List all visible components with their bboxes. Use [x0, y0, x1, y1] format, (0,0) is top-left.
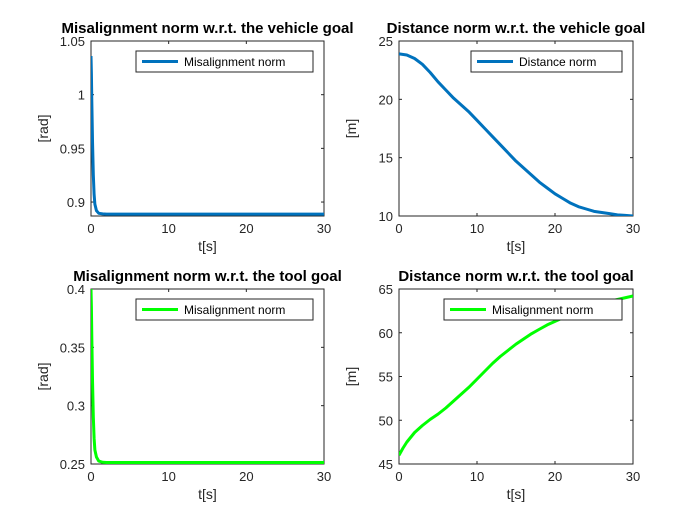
x-tick-label: 20 [548, 469, 562, 484]
y-axis-label: [m] [343, 119, 359, 138]
legend: Distance norm [470, 50, 623, 73]
y-tick-label: 0.35 [60, 340, 85, 355]
legend-entry: Misalignment norm [184, 55, 285, 69]
y-tick-label: 50 [379, 413, 393, 428]
chart-title: Misalignment norm w.r.t. the vehicle goa… [61, 20, 353, 37]
chart-title: Distance norm w.r.t. the vehicle goal [387, 20, 646, 37]
legend-box [443, 298, 623, 321]
y-tick-label: 10 [379, 209, 393, 224]
series-line [91, 55, 324, 216]
x-axis-label: t[s] [507, 238, 526, 254]
y-tick-label: 0.3 [67, 399, 85, 414]
y-tick-label: 0.4 [67, 282, 85, 297]
x-tick-label: 10 [161, 221, 175, 236]
x-tick-label: 20 [548, 221, 562, 236]
x-axis-label: t[s] [507, 486, 526, 502]
y-tick-label: 20 [379, 92, 393, 107]
y-axis-label: [rad] [35, 362, 51, 390]
y-tick-label: 15 [379, 151, 393, 166]
series-line [91, 289, 324, 464]
y-tick-label: 0.95 [60, 141, 85, 156]
legend: Misalignment norm [135, 298, 314, 321]
subplot-4: 0 10 20 30 45 50 55 60 65 Distance norm w.r.t. th… [343, 268, 640, 502]
y-tick-label: 60 [379, 326, 393, 341]
x-tick-label: 10 [161, 469, 175, 484]
legend-entry: Misalignment norm [492, 303, 593, 317]
x-tick-label: 0 [395, 221, 402, 236]
x-tick-label: 30 [317, 221, 331, 236]
legend-box [135, 50, 314, 73]
y-tick-label: 0.9 [67, 195, 85, 210]
chart-title: Misalignment norm w.r.t. the tool goal [73, 268, 342, 285]
x-tick-label: 30 [626, 221, 640, 236]
series-line [399, 52, 633, 216]
legend-box [470, 50, 623, 73]
x-tick-label: 0 [87, 221, 94, 236]
x-tick-label: 10 [470, 221, 484, 236]
x-tick-label: 30 [626, 469, 640, 484]
x-axis-label: t[s] [198, 238, 217, 254]
y-tick-label: 65 [379, 282, 393, 297]
y-tick-label: 25 [379, 34, 393, 49]
y-axis-label: [rad] [35, 114, 51, 142]
y-tick-label: 0.25 [60, 457, 85, 472]
legend-box [135, 298, 314, 321]
x-tick-label: 30 [317, 469, 331, 484]
x-tick-label: 20 [239, 221, 253, 236]
x-tick-label: 20 [239, 469, 253, 484]
legend-entry: Misalignment norm [184, 303, 285, 317]
y-tick-label: 55 [379, 370, 393, 385]
chart-title: Distance norm w.r.t. the tool goal [398, 268, 633, 285]
y-tick-label: 1.05 [60, 34, 85, 49]
legend-entry: Distance norm [519, 55, 596, 69]
x-tick-label: 10 [470, 469, 484, 484]
x-axis-label: t[s] [198, 486, 217, 502]
legend: Misalignment norm [443, 298, 623, 321]
y-tick-label: 45 [379, 457, 393, 472]
y-tick-label: 1 [78, 88, 85, 103]
y-axis-label: [m] [343, 367, 359, 386]
x-tick-label: 0 [87, 469, 94, 484]
legend: Misalignment norm [135, 50, 314, 73]
x-tick-label: 0 [395, 469, 402, 484]
